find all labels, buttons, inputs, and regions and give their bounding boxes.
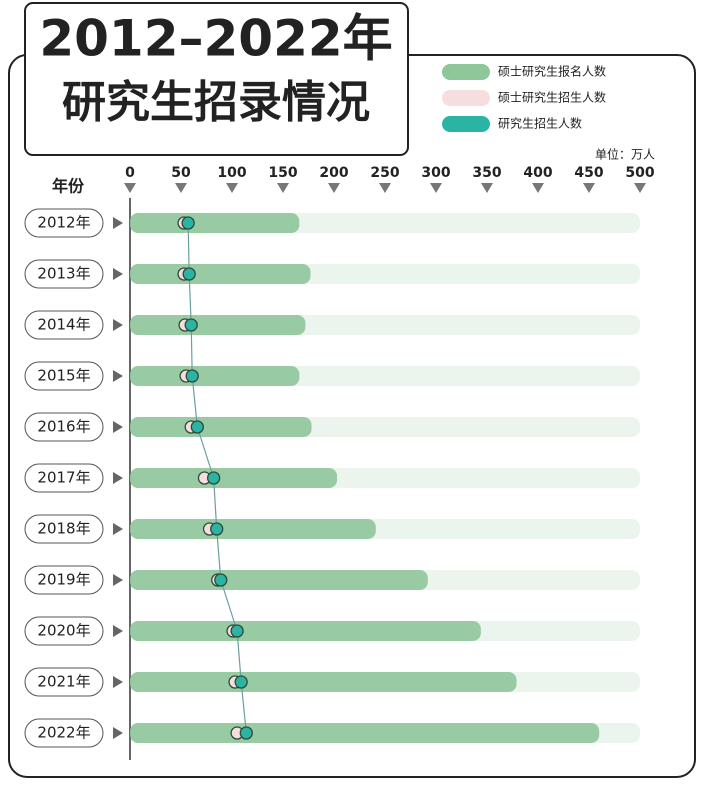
tick-mark [532, 183, 544, 193]
pill [24, 514, 104, 544]
bar [130, 723, 600, 743]
tick-mark [277, 183, 289, 193]
bar [130, 672, 517, 692]
dot [181, 216, 195, 230]
dot [185, 369, 199, 383]
y-tick-label: 2015年 [37, 367, 90, 385]
bar [130, 366, 300, 386]
y-tick-label: 2013年 [37, 265, 90, 283]
x-tick-label: 450 [574, 165, 603, 181]
y-tick-label: 2018年 [37, 520, 90, 538]
tick-mark [379, 183, 391, 193]
pill [24, 463, 104, 493]
tick-mark [430, 183, 442, 193]
row-arrow [113, 574, 123, 586]
tick-mark [226, 183, 238, 193]
row-arrow [113, 625, 123, 637]
x-tick-label: 300 [421, 165, 450, 181]
dot [230, 624, 244, 638]
chart-subtitle: 研究生招录情况 [62, 77, 370, 128]
legend-swatch [442, 116, 490, 132]
tick-mark [583, 183, 595, 193]
bar [130, 468, 338, 488]
row-arrow [113, 217, 123, 229]
y-tick-label: 2016年 [37, 418, 90, 436]
pill [24, 361, 104, 391]
tick-mark [634, 183, 646, 193]
x-tick-label: 500 [625, 165, 654, 181]
dot [206, 471, 221, 485]
dot [214, 573, 228, 587]
x-tick-label: 50 [171, 165, 191, 181]
y-tick-label: 2012年 [37, 214, 90, 232]
row-arrow [113, 472, 123, 484]
bar [130, 213, 300, 233]
frame [8, 54, 696, 778]
x-tick-label: 400 [523, 165, 552, 181]
legend-swatch [442, 64, 490, 80]
legend-label: 硕士研究生报名人数 [498, 64, 606, 79]
legend-label: 研究生招生人数 [498, 116, 582, 131]
x-tick-label: 0 [125, 165, 135, 181]
x-tick-label: 200 [319, 165, 348, 181]
pill [24, 310, 104, 340]
bar [130, 519, 376, 539]
dot [184, 318, 198, 332]
tick-mark [481, 183, 493, 193]
bar [130, 570, 428, 590]
x-tick-label: 100 [217, 165, 246, 181]
dot [210, 522, 224, 536]
x-tick-label: 350 [472, 165, 501, 181]
row-arrow [113, 370, 123, 382]
bar [130, 264, 311, 284]
dot [190, 420, 204, 434]
unit-label: 单位：万人 [595, 147, 655, 162]
legend-swatch [442, 90, 490, 106]
pill [24, 565, 104, 595]
legend-label: 硕士研究生招生人数 [498, 90, 606, 105]
y-tick-label: 2019年 [37, 571, 90, 589]
bar [130, 315, 306, 335]
title-box [24, 2, 409, 156]
tick-mark [124, 183, 136, 193]
pill [24, 412, 104, 442]
pill [24, 667, 104, 697]
row-arrow [113, 268, 123, 280]
dot [182, 267, 196, 281]
pill [24, 718, 104, 748]
tick-mark [328, 183, 340, 193]
y-tick-label: 2021年 [37, 673, 90, 691]
row-arrow [113, 676, 123, 688]
row-arrow [113, 727, 123, 739]
row-arrow [113, 421, 123, 433]
pill [24, 259, 104, 289]
dot [239, 726, 253, 740]
y-tick-label: 2017年 [37, 469, 90, 487]
y-tick-label: 2014年 [37, 316, 90, 334]
x-tick-label: 150 [268, 165, 297, 181]
y-tick-label: 2020年 [37, 622, 90, 640]
bar [130, 621, 481, 641]
tick-mark [175, 183, 187, 193]
row-arrow [113, 523, 123, 535]
chart-title: 2012–2022年 [39, 10, 392, 68]
pill [24, 208, 104, 238]
x-tick-label: 250 [370, 165, 399, 181]
bar [130, 417, 312, 437]
row-arrow [113, 319, 123, 331]
pill [24, 616, 104, 646]
y-axis-label: 年份 [52, 177, 85, 196]
dot [234, 675, 248, 689]
y-tick-label: 2022年 [37, 724, 90, 742]
